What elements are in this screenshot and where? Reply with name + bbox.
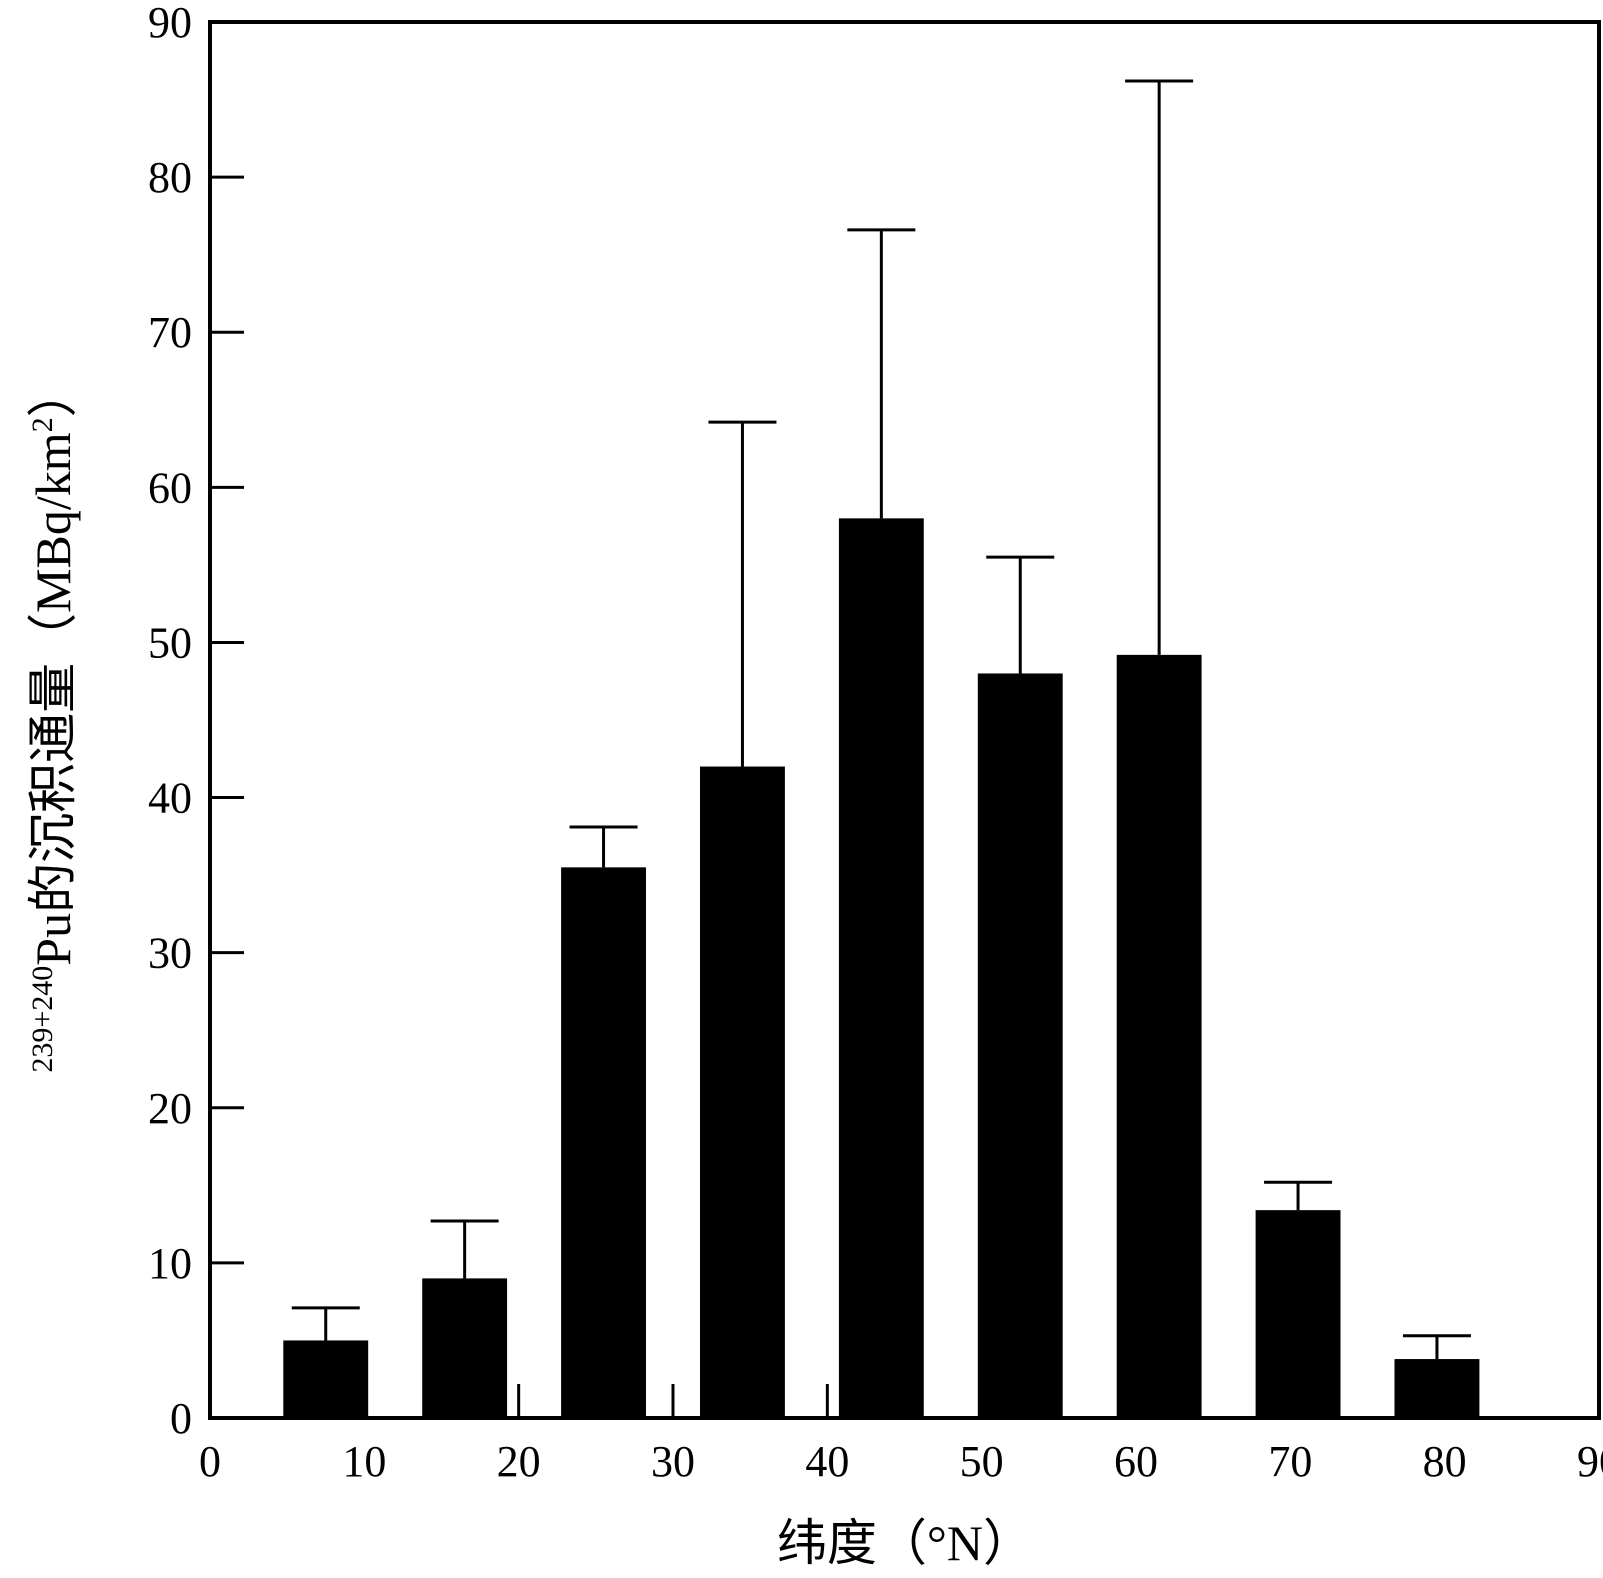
y-axis-title: 239+240Pu的沉积通量（MBq/km2）: [25, 367, 81, 1072]
x-tick-label: 10: [342, 1437, 386, 1486]
bar: [700, 766, 785, 1418]
bar: [977, 673, 1063, 1418]
bar: [561, 867, 646, 1418]
bar: [1394, 1359, 1480, 1418]
y-tick-label: 30: [148, 929, 192, 978]
x-tick-label: 90: [1577, 1437, 1603, 1486]
y-tick-label: 40: [148, 774, 192, 823]
x-tick-label: 30: [651, 1437, 695, 1486]
y-tick-label: 90: [148, 0, 192, 47]
bar: [1116, 654, 1202, 1418]
y-tick-label: 80: [148, 153, 192, 202]
bar: [283, 1340, 369, 1418]
y-tick-label: 10: [148, 1239, 192, 1288]
x-tick-label: 60: [1114, 1437, 1158, 1486]
x-axis-title: 纬度（°N）: [777, 1515, 1033, 1571]
bar: [838, 518, 924, 1418]
x-tick-label: 80: [1423, 1437, 1467, 1486]
y-axis-title-main: Pu的沉积通量（MBq/km: [25, 432, 81, 966]
y-tick-label: 0: [170, 1394, 192, 1443]
y-axis-title-tail: ）: [25, 367, 81, 417]
error-bars-layer: [291, 79, 1471, 1360]
y-axis-title-unit-superscript: 2: [26, 417, 59, 432]
bars-layer: [283, 518, 1480, 1418]
x-tick-label: 20: [497, 1437, 541, 1486]
y-tick-label: 70: [148, 308, 192, 357]
x-tick-label: 40: [805, 1437, 849, 1486]
x-tick-label: 50: [960, 1437, 1004, 1486]
bar: [422, 1278, 508, 1418]
y-axis-title-superscript: 239+240: [26, 966, 59, 1073]
y-tick-label: 50: [148, 618, 192, 667]
y-tick-label: 20: [148, 1084, 192, 1133]
ticks-layer: 0 10 20 30 40 50 60 70 80 90 0 10 20 30 40 50 60 70 80 90: [148, 0, 1603, 1486]
x-tick-label: 70: [1268, 1437, 1312, 1486]
x-tick-label: 0: [199, 1437, 221, 1486]
plot-frame: [208, 20, 1601, 1420]
bar: [1255, 1210, 1341, 1418]
y-tick-label: 60: [148, 463, 192, 512]
